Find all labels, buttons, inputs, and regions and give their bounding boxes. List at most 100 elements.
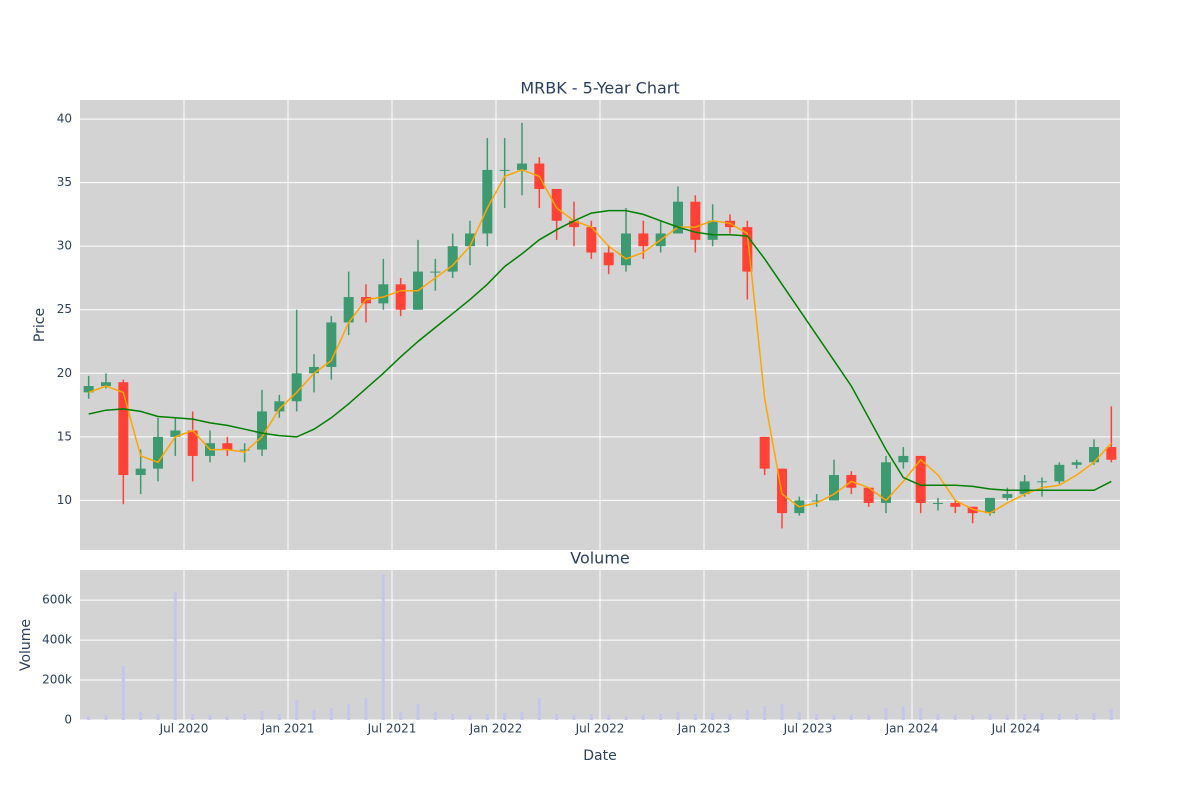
candle-body bbox=[257, 411, 267, 450]
candle-body bbox=[742, 227, 753, 272]
y-tick-label: 30 bbox=[57, 239, 72, 253]
volume-bar bbox=[641, 715, 645, 720]
candle-body bbox=[707, 220, 718, 240]
volume-bar bbox=[503, 713, 507, 720]
y-tick-label: 15 bbox=[57, 429, 72, 443]
volume-bar bbox=[780, 704, 784, 720]
candle-body bbox=[291, 373, 302, 402]
y-tick-label: 35 bbox=[57, 175, 72, 189]
y-tick-label: 0 bbox=[64, 713, 72, 727]
volume-bar bbox=[849, 715, 853, 720]
candle-body bbox=[499, 169, 510, 171]
y-tick-label: 10 bbox=[57, 493, 72, 507]
candle-body bbox=[690, 201, 701, 240]
candle-body bbox=[465, 233, 475, 247]
candle-body bbox=[673, 201, 683, 234]
candle-body bbox=[985, 497, 995, 514]
candle-body bbox=[378, 284, 389, 304]
volume-bar bbox=[919, 708, 923, 720]
volume-bar bbox=[87, 716, 91, 720]
volume-bar bbox=[433, 712, 437, 720]
volume-bar bbox=[797, 712, 801, 720]
x-tick-label: Jan 2023 bbox=[677, 722, 731, 736]
volume-bar bbox=[139, 712, 143, 720]
volume-bar bbox=[277, 714, 281, 720]
volume-bar bbox=[884, 708, 888, 720]
candle-body bbox=[430, 271, 441, 273]
y-tick-label: 600k bbox=[42, 593, 72, 607]
moving-average-line bbox=[88, 209, 1112, 492]
volume-bar bbox=[1109, 709, 1113, 720]
volume-bar bbox=[416, 704, 420, 720]
candle-body bbox=[101, 382, 111, 387]
candle-body bbox=[759, 436, 770, 469]
volume-bar bbox=[763, 706, 767, 720]
candle-body bbox=[950, 502, 961, 507]
candle-body bbox=[482, 169, 493, 234]
y-tick-label: 400k bbox=[42, 633, 72, 647]
volume-bar bbox=[624, 716, 628, 720]
candle-body bbox=[603, 252, 614, 266]
candle-body bbox=[309, 366, 319, 374]
x-tick-label: Jan 2022 bbox=[469, 722, 523, 736]
candle-body bbox=[811, 500, 822, 502]
volume-bar bbox=[399, 712, 403, 720]
x-tick-label: Jan 2021 bbox=[261, 722, 315, 736]
candle-body bbox=[915, 455, 926, 503]
candle-body bbox=[343, 297, 354, 323]
volume-bar bbox=[1005, 715, 1009, 720]
x-tick-label: Jul 2020 bbox=[159, 722, 209, 736]
volume-bar bbox=[156, 714, 160, 720]
candle-body bbox=[829, 475, 839, 501]
candle-body bbox=[239, 449, 250, 451]
volume-bar bbox=[1057, 714, 1061, 720]
candle-body bbox=[551, 188, 562, 221]
candle-body bbox=[118, 382, 129, 475]
volume-bar bbox=[1075, 714, 1079, 720]
candle-body bbox=[222, 443, 233, 450]
candle-body bbox=[638, 233, 649, 247]
volume-bar bbox=[243, 714, 247, 720]
volume-bar bbox=[901, 706, 905, 720]
volume-bar bbox=[867, 715, 871, 720]
volume-bar bbox=[537, 698, 541, 720]
volume-bar bbox=[173, 592, 177, 720]
y-tick-label: 20 bbox=[57, 366, 72, 380]
volume-bar bbox=[971, 715, 975, 720]
volume-bar bbox=[815, 714, 819, 720]
volume-bar bbox=[953, 715, 957, 720]
candle-body bbox=[274, 401, 285, 412]
candle-body bbox=[326, 322, 337, 367]
x-tick-label: Jan 2024 bbox=[885, 722, 939, 736]
candle-body bbox=[863, 487, 874, 503]
volume-bar bbox=[572, 715, 576, 720]
candle-body bbox=[135, 468, 146, 475]
volume-bar bbox=[693, 714, 697, 720]
candle-body bbox=[1002, 494, 1013, 498]
candle-body bbox=[586, 227, 597, 253]
candle-body bbox=[621, 233, 631, 266]
x-tick-label: Jul 2024 bbox=[991, 722, 1041, 736]
candle-body bbox=[1071, 462, 1082, 465]
candle-body bbox=[1106, 447, 1117, 460]
candle-body bbox=[153, 436, 163, 469]
candle-body bbox=[1037, 481, 1047, 483]
volume-bar bbox=[589, 714, 593, 720]
volume-bar bbox=[468, 715, 472, 720]
volume-bar bbox=[121, 666, 125, 720]
x-axis-title: Date bbox=[583, 748, 616, 764]
y-axis-title: Volume bbox=[18, 619, 34, 671]
volume-bar bbox=[520, 712, 524, 720]
volume-bar bbox=[381, 574, 385, 720]
y-tick-label: 25 bbox=[57, 302, 72, 316]
subplot-title: Volume bbox=[570, 549, 630, 568]
volume-bar bbox=[208, 715, 212, 720]
volume-bar bbox=[191, 714, 195, 720]
candle-body bbox=[447, 246, 458, 272]
x-tick-label: Jul 2021 bbox=[367, 722, 417, 736]
volume-bar bbox=[659, 714, 663, 720]
volume-bar bbox=[711, 713, 715, 720]
volume-bar bbox=[1040, 713, 1044, 720]
candle-body bbox=[898, 455, 909, 463]
candle-body bbox=[170, 430, 181, 437]
